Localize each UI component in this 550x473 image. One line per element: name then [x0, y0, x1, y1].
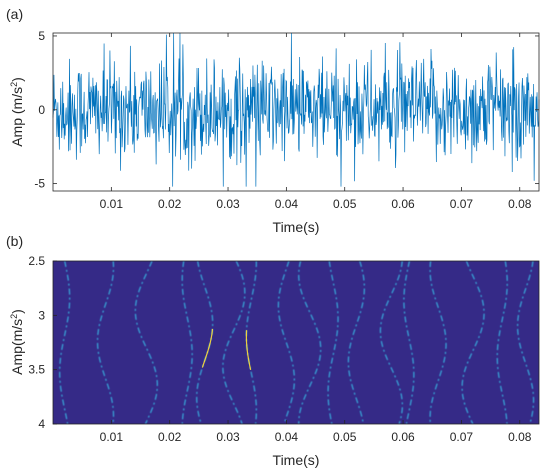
x-tick-label-b: 0.07 [450, 430, 474, 444]
y-axis-label-a-base: Amp (m/s [9, 87, 25, 147]
heatmap-ridge [134, 261, 158, 424]
x-tick-label-a: 0.07 [450, 197, 474, 211]
heatmap-ridge [461, 261, 485, 424]
y-tick-label-a: 0 [38, 103, 45, 117]
x-tick-label-b: 0.06 [391, 430, 415, 444]
plot-b: 0.01 0.02 0.03 0.04 0.05 0.06 0.07 0.08 2.5 3 3.5… [28, 254, 540, 444]
x-tick-label-a: 0.06 [391, 197, 415, 211]
heatmap-ridge-highlight [245, 261, 257, 424]
y-axis-label-b-base: Amp(m/s [9, 319, 25, 375]
y-tick-label-a: -5 [34, 177, 45, 191]
heatmap-ridge [196, 261, 214, 424]
x-tick-label-a: 0.02 [158, 197, 182, 211]
y-tick-label-b: 2.5 [28, 254, 45, 268]
heatmap-background [53, 261, 539, 424]
x-tick-label-a: 0.03 [216, 197, 240, 211]
y-axis-label-b-exp: 2 [9, 314, 19, 319]
plot-a-frame [52, 32, 540, 192]
x-ticks-b: 0.01 0.02 0.03 0.04 0.05 0.06 0.07 0.08 [100, 420, 532, 444]
y-ticks-a: -5 0 5 [34, 29, 539, 191]
signal-trace [52, 32, 540, 187]
heatmap-ridge-highlight [196, 261, 214, 424]
x-axis-label-b: Time(s) [273, 452, 320, 468]
heatmap-ridge [516, 261, 535, 424]
heatmap-ridge [222, 261, 246, 424]
heatmap-ridge [379, 261, 404, 424]
plot-a: 0.01 0.02 0.03 0.04 0.05 0.06 0.07 0.08 -5 0 5 [34, 29, 540, 211]
x-tick-label-a: 0.08 [508, 197, 532, 211]
y-axis-label-b-close: ) [9, 309, 25, 314]
y-tick-label-a: 5 [38, 29, 45, 43]
y-axis-label-a: Amp (m/s2) [9, 77, 25, 147]
x-axis-label-a: Time(s) [273, 219, 320, 235]
signal-line [52, 32, 540, 187]
heatmap-ridge [277, 261, 296, 424]
heatmap-ridges [59, 261, 535, 424]
y-axis-label-a-close: ) [9, 77, 25, 82]
y-tick-label-b: 3.5 [28, 363, 45, 377]
x-tick-label-b: 0.08 [508, 430, 532, 444]
y-tick-label-b: 3 [38, 308, 45, 322]
x-tick-label-b: 0.05 [333, 430, 357, 444]
x-tick-label-b: 0.04 [275, 430, 299, 444]
y-ticks-b: 2.5 3 3.5 4 [28, 254, 57, 431]
x-ticks-a: 0.01 0.02 0.03 0.04 0.05 0.06 0.07 0.08 [100, 33, 532, 211]
y-axis-label-b: Amp(m/s2) [9, 309, 25, 375]
x-tick-label-b: 0.01 [100, 430, 124, 444]
heatmap-ridge [298, 261, 322, 424]
y-axis-label-a-exp: 2 [9, 82, 19, 87]
panel-label-a: (a) [6, 6, 23, 22]
x-tick-label-a: 0.04 [275, 197, 299, 211]
plot-b-frame [52, 260, 540, 425]
panel-label-b: (b) [6, 233, 23, 249]
x-tick-label-a: 0.05 [333, 197, 357, 211]
x-tick-label-a: 0.01 [100, 197, 124, 211]
x-tick-label-b: 0.02 [158, 430, 182, 444]
y-tick-label-b: 4 [38, 417, 45, 431]
x-tick-label-b: 0.03 [216, 430, 240, 444]
